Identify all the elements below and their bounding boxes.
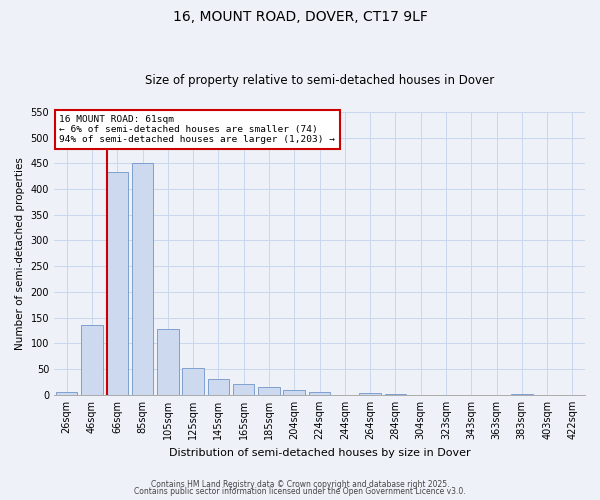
Bar [56, 392, 77, 395]
Bar [182, 368, 204, 395]
Bar [208, 380, 229, 395]
Text: Contains HM Land Registry data © Crown copyright and database right 2025.: Contains HM Land Registry data © Crown c… [151, 480, 449, 489]
Bar [107, 172, 128, 395]
Bar [385, 394, 406, 395]
Bar [132, 164, 153, 395]
Text: 16 MOUNT ROAD: 61sqm
← 6% of semi-detached houses are smaller (74)
94% of semi-d: 16 MOUNT ROAD: 61sqm ← 6% of semi-detach… [59, 114, 335, 144]
Bar [233, 384, 254, 395]
Bar [157, 329, 179, 395]
Bar [258, 386, 280, 395]
Bar [511, 394, 533, 395]
Bar [359, 394, 381, 395]
Text: 16, MOUNT ROAD, DOVER, CT17 9LF: 16, MOUNT ROAD, DOVER, CT17 9LF [173, 10, 427, 24]
Bar [309, 392, 330, 395]
Text: Contains public sector information licensed under the Open Government Licence v3: Contains public sector information licen… [134, 487, 466, 496]
Y-axis label: Number of semi-detached properties: Number of semi-detached properties [15, 157, 25, 350]
Bar [81, 326, 103, 395]
X-axis label: Distribution of semi-detached houses by size in Dover: Distribution of semi-detached houses by … [169, 448, 470, 458]
Bar [283, 390, 305, 395]
Title: Size of property relative to semi-detached houses in Dover: Size of property relative to semi-detach… [145, 74, 494, 87]
